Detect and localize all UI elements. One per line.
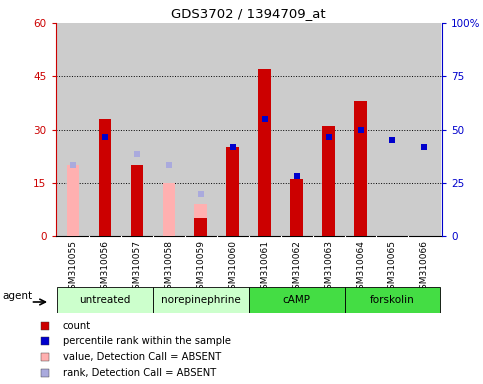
Bar [313, 23, 344, 236]
Text: GSM310055: GSM310055 [69, 240, 78, 295]
Text: rank, Detection Call = ABSENT: rank, Detection Call = ABSENT [63, 368, 216, 378]
Title: GDS3702 / 1394709_at: GDS3702 / 1394709_at [171, 7, 326, 20]
Text: GSM310057: GSM310057 [132, 240, 142, 295]
Text: GSM310060: GSM310060 [228, 240, 237, 295]
Text: norepinephrine: norepinephrine [161, 295, 241, 305]
Text: GSM310062: GSM310062 [292, 240, 301, 295]
Bar [344, 287, 440, 313]
Text: GSM310063: GSM310063 [324, 240, 333, 295]
Bar [162, 183, 175, 236]
Bar [153, 23, 185, 236]
Text: GSM310065: GSM310065 [388, 240, 397, 295]
Bar [217, 23, 249, 236]
Bar [344, 23, 376, 236]
Bar [195, 204, 207, 236]
Bar [185, 23, 217, 236]
Text: agent: agent [3, 291, 33, 301]
Bar [354, 101, 367, 236]
Bar [290, 179, 303, 236]
Bar [195, 218, 207, 236]
Bar [121, 23, 153, 236]
Text: GSM310059: GSM310059 [197, 240, 205, 295]
Text: GSM310066: GSM310066 [420, 240, 429, 295]
Bar [249, 287, 344, 313]
Bar [130, 165, 143, 236]
Text: GSM310056: GSM310056 [100, 240, 110, 295]
Text: cAMP: cAMP [283, 295, 311, 305]
Bar [57, 287, 153, 313]
Bar [281, 23, 313, 236]
Bar [227, 147, 239, 236]
Bar [57, 23, 89, 236]
Bar [89, 23, 121, 236]
Text: forskolin: forskolin [370, 295, 415, 305]
Bar [322, 126, 335, 236]
Bar [376, 23, 409, 236]
Bar [249, 23, 281, 236]
Text: count: count [63, 321, 91, 331]
Bar [67, 165, 80, 236]
Bar [153, 287, 249, 313]
Bar [99, 119, 112, 236]
Text: GSM310064: GSM310064 [356, 240, 365, 295]
Text: value, Detection Call = ABSENT: value, Detection Call = ABSENT [63, 352, 221, 362]
Text: GSM310061: GSM310061 [260, 240, 269, 295]
Bar [409, 23, 440, 236]
Text: GSM310058: GSM310058 [164, 240, 173, 295]
Text: percentile rank within the sample: percentile rank within the sample [63, 336, 231, 346]
Bar [258, 69, 271, 236]
Text: untreated: untreated [79, 295, 131, 305]
